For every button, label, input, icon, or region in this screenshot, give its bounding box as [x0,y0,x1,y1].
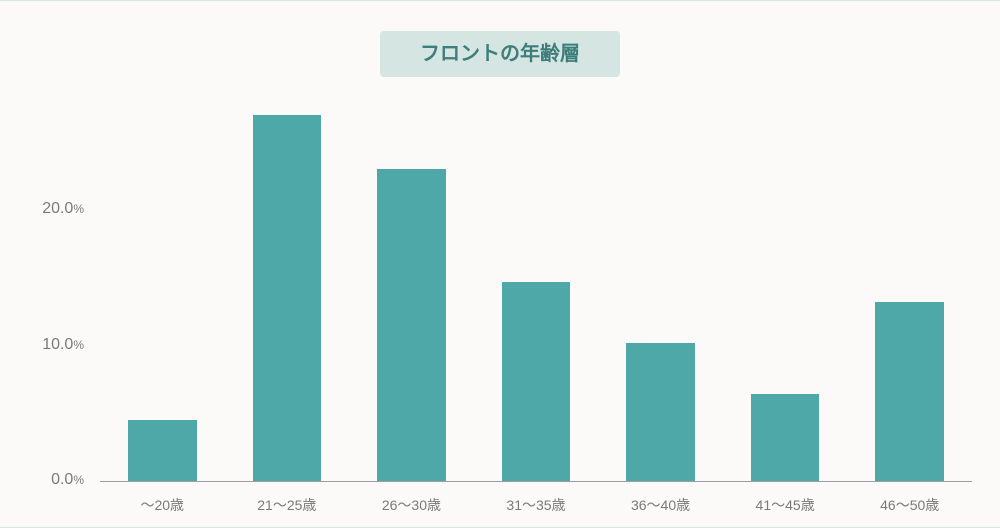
bar [751,394,820,481]
x-axis-tick-label: ～20歳 [100,495,225,515]
y-axis-tick-label: 10.0% [0,336,84,354]
bar [253,115,322,481]
y-axis-tick-label: 20.0% [0,200,84,218]
bar [377,169,446,481]
bar [128,420,197,481]
chart-title: フロントの年齢層 [380,31,620,77]
x-axis-tick-label: 26～30歳 [349,495,474,515]
x-axis-tick-label: 46～50歳 [847,495,972,515]
y-axis-tick-label: 0.0% [0,471,84,489]
x-axis-tick-label: 41～45歳 [723,495,848,515]
age-distribution-chart: フロントの年齢層 0.0% 10.0% 20.0% ～20歳21～25歳26～30歳31… [0,0,1000,528]
bar [626,343,695,481]
bar [875,302,944,481]
x-axis-tick-label: 21～25歳 [225,495,350,515]
x-axis-tick-label: 36～40歳 [598,495,723,515]
plot-area [100,101,972,481]
x-axis-tick-label: 31～35歳 [474,495,599,515]
x-axis-line [100,481,972,482]
bar [502,282,571,482]
